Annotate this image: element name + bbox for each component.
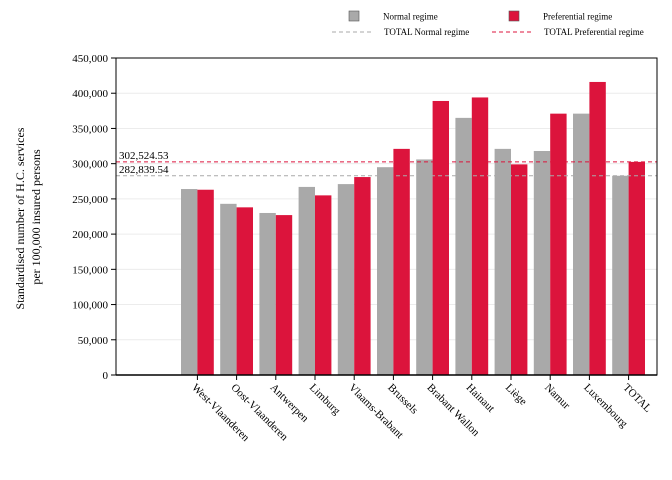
bar-normal <box>612 175 629 375</box>
x-tick-label: Liège <box>503 382 529 408</box>
legend-swatch-normal <box>348 10 360 22</box>
y-axis-label-line-2: per 100,000 insured persons <box>29 149 43 285</box>
y-tick-label: 300,000 <box>72 159 108 171</box>
bar-normal <box>181 189 198 375</box>
bar-preferential <box>550 113 567 375</box>
legend-swatch-preferential <box>508 10 520 22</box>
bar-normal <box>377 167 394 375</box>
y-tick-label: 200,000 <box>72 229 108 241</box>
reference-line-label: 302,524.53 <box>119 150 169 162</box>
bar-preferential <box>511 164 528 375</box>
bar-preferential <box>589 81 606 375</box>
x-axis: West-VlaanderenOost-VlaanderenAntwerpenL… <box>189 375 654 444</box>
y-tick-label: 0 <box>103 370 109 382</box>
y-tick-label: 450,000 <box>72 53 108 65</box>
bar-preferential <box>471 97 489 376</box>
bar-normal <box>220 203 237 375</box>
bar-preferential <box>275 215 293 375</box>
x-tick-label: Brussels <box>385 382 420 417</box>
reference-line-label: 282,839.54 <box>119 164 169 176</box>
y-tick-label: 250,000 <box>72 194 108 206</box>
bar-preferential <box>354 177 371 375</box>
legend-label-preferential: Preferential regime <box>543 12 612 22</box>
x-tick-label: Hainaut <box>464 382 497 415</box>
bar-normal <box>416 159 433 375</box>
y-axis-label: Standardised number of H.C. services per… <box>13 125 43 310</box>
bar-preferential <box>432 100 449 376</box>
y-tick-label: 150,000 <box>72 264 108 276</box>
y-tick-label: 50,000 <box>78 335 109 347</box>
legend-label-total-normal: TOTAL Normal regime <box>384 27 469 37</box>
y-tick-label: 100,000 <box>72 300 108 312</box>
bar-normal <box>494 148 511 375</box>
legend-label-total-preferential: TOTAL Preferential regime <box>544 27 644 37</box>
bar-preferential <box>628 161 645 375</box>
y-tick-label: 400,000 <box>72 88 108 100</box>
bar-normal <box>455 117 472 375</box>
y-axis-label-line-1: Standardised number of H.C. services <box>13 127 27 309</box>
bar-preferential <box>197 189 214 375</box>
reference-lines: 282,839.54 302,524.53 <box>116 150 657 177</box>
y-tick-label: 350,000 <box>72 123 108 135</box>
x-tick-label: TOTAL <box>620 382 653 415</box>
bar-normal <box>259 212 276 375</box>
bar-preferential <box>315 195 332 375</box>
legend-label-normal: Normal regime <box>383 12 438 22</box>
y-axis: 0 50,000 100,000 150,000 200,000 250,000 300,0… <box>72 53 116 382</box>
bar-normal <box>533 150 551 375</box>
bar-preferential <box>236 207 253 375</box>
x-tick-label: Namur <box>542 382 572 412</box>
bars <box>181 81 645 376</box>
legend: Normal regime Preferential regime TOTAL … <box>332 10 644 37</box>
bar-normal <box>573 113 590 375</box>
x-tick-label: Limburg <box>307 382 343 418</box>
bar-preferential <box>393 148 410 375</box>
bar-normal <box>337 184 355 375</box>
bar-normal <box>298 186 315 375</box>
